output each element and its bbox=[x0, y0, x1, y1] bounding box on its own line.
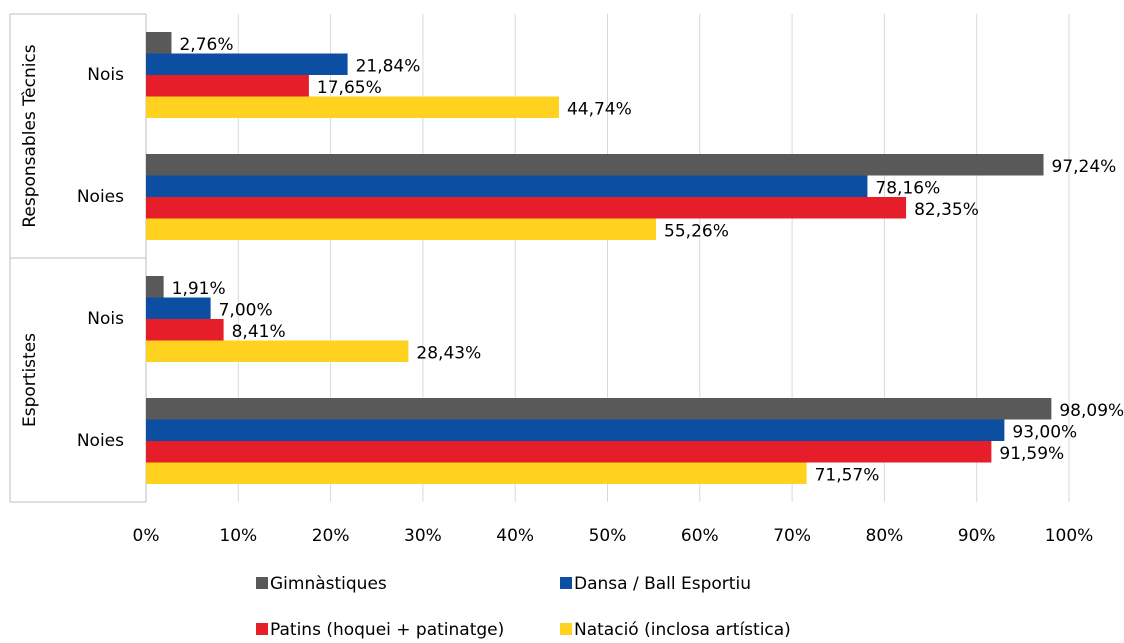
x-tick-label: 50% bbox=[589, 526, 627, 546]
data-label: 98,09% bbox=[1059, 401, 1124, 421]
x-tick-label: 40% bbox=[496, 526, 534, 546]
legend-label: Natació (inclosa artística) bbox=[574, 620, 791, 640]
bar bbox=[146, 197, 907, 219]
y-tick-label: Noies bbox=[77, 187, 124, 207]
legend-swatch bbox=[560, 577, 572, 589]
bar bbox=[146, 462, 807, 484]
x-tick-label: 60% bbox=[681, 526, 719, 546]
bar bbox=[146, 419, 1005, 441]
legend-label: Dansa / Ball Esportiu bbox=[574, 574, 751, 594]
x-tick-label: 20% bbox=[312, 526, 350, 546]
bar bbox=[146, 319, 224, 341]
bar bbox=[146, 32, 172, 54]
bar bbox=[146, 276, 164, 298]
legend-label: Gimnàstiques bbox=[270, 574, 387, 594]
x-tick-label: 0% bbox=[133, 526, 160, 546]
data-label: 97,24% bbox=[1052, 157, 1117, 177]
bar bbox=[146, 175, 868, 197]
data-label: 28,43% bbox=[416, 343, 481, 363]
data-label: 7,00% bbox=[219, 300, 273, 320]
group-label: Responsables Tècnics bbox=[20, 44, 40, 227]
x-tick-label: 80% bbox=[866, 526, 904, 546]
legend-swatch bbox=[256, 623, 268, 635]
bar bbox=[146, 441, 992, 463]
legend-swatch bbox=[256, 577, 268, 589]
x-tick-label: 30% bbox=[404, 526, 442, 546]
data-label: 82,35% bbox=[914, 200, 979, 220]
bar bbox=[146, 154, 1044, 176]
data-label: 17,65% bbox=[317, 78, 382, 98]
bar bbox=[146, 297, 211, 319]
x-tick-label: 70% bbox=[773, 526, 811, 546]
data-label: 78,16% bbox=[875, 178, 940, 198]
bar bbox=[146, 218, 657, 240]
data-label: 2,76% bbox=[179, 35, 233, 55]
legend-label: Patins (hoquei + patinatge) bbox=[270, 620, 504, 640]
bar bbox=[146, 75, 309, 97]
data-label: 91,59% bbox=[999, 444, 1064, 464]
bar bbox=[146, 96, 559, 118]
data-label: 8,41% bbox=[232, 322, 286, 342]
data-label: 44,74% bbox=[567, 99, 632, 119]
data-label: 71,57% bbox=[815, 465, 880, 485]
bar bbox=[146, 398, 1052, 420]
legend-swatch bbox=[560, 623, 572, 635]
data-label: 93,00% bbox=[1012, 422, 1077, 442]
group-label: Esportistes bbox=[20, 333, 40, 427]
x-tick-label: 10% bbox=[219, 526, 257, 546]
data-label: 55,26% bbox=[664, 221, 729, 241]
x-tick-label: 90% bbox=[958, 526, 996, 546]
data-label: 21,84% bbox=[356, 56, 421, 76]
y-tick-label: Nois bbox=[87, 309, 124, 329]
bar bbox=[146, 53, 348, 75]
y-tick-label: Nois bbox=[87, 65, 124, 85]
data-label: 1,91% bbox=[172, 279, 226, 299]
y-tick-label: Noies bbox=[77, 431, 124, 451]
bar bbox=[146, 340, 409, 362]
x-tick-label: 100% bbox=[1045, 526, 1094, 546]
